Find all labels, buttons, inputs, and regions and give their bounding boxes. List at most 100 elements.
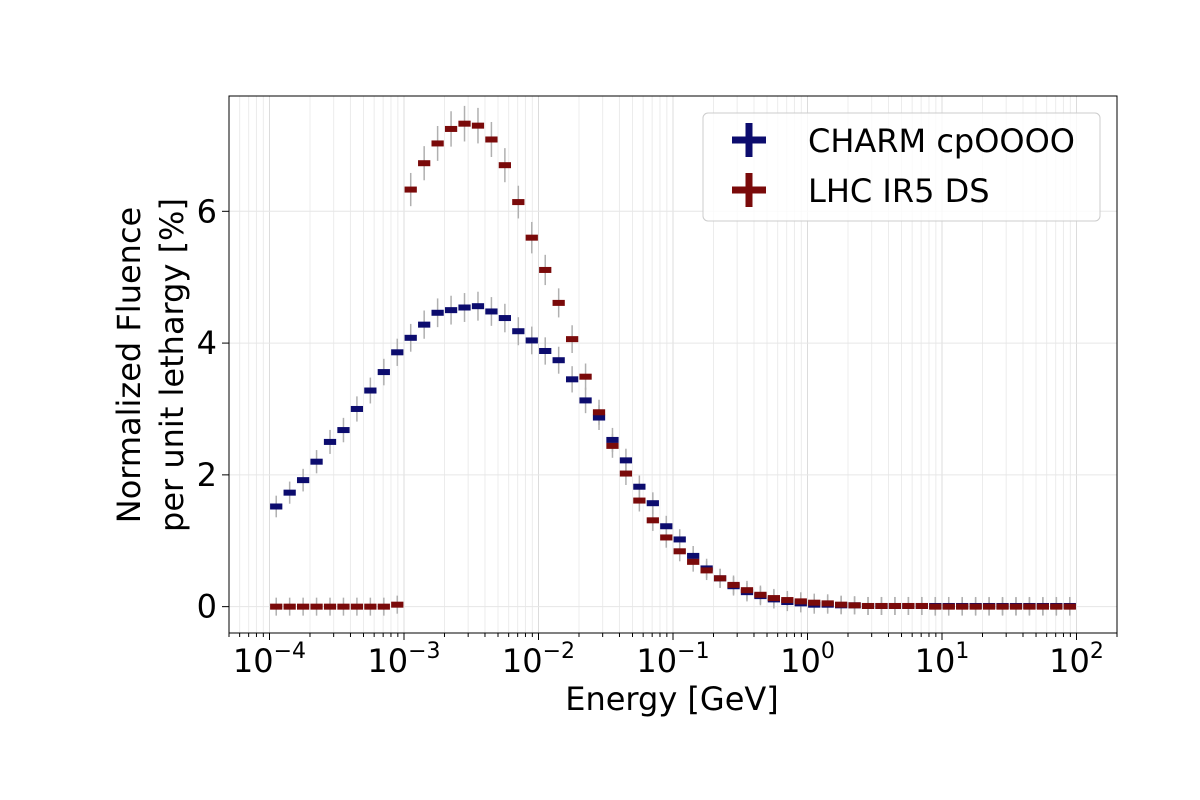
data-point bbox=[431, 140, 444, 147]
data-point bbox=[700, 567, 713, 574]
data-point bbox=[418, 160, 431, 167]
data-point bbox=[848, 602, 861, 609]
data-point bbox=[565, 336, 579, 343]
data-point bbox=[767, 595, 781, 602]
grid bbox=[228, 96, 1118, 633]
y-tick-label: 4 bbox=[197, 324, 217, 362]
x-tick-label: 10−2 bbox=[502, 639, 575, 680]
legend-box bbox=[702, 112, 1101, 222]
data-point bbox=[740, 587, 754, 594]
data-point bbox=[982, 603, 996, 610]
data-point bbox=[754, 591, 767, 598]
data-point bbox=[579, 397, 592, 404]
data-point bbox=[512, 199, 525, 206]
data-point bbox=[377, 603, 390, 610]
x-axis-label: Energy [GeV] bbox=[565, 680, 779, 718]
data-point bbox=[835, 601, 848, 608]
legend-label-charm: CHARM cpOOOO bbox=[808, 122, 1075, 160]
data-point bbox=[619, 457, 633, 464]
x-tick-label: 100 bbox=[780, 639, 835, 680]
data-point bbox=[606, 442, 619, 449]
data-point bbox=[337, 427, 350, 434]
data-point bbox=[364, 387, 377, 394]
data-point bbox=[498, 315, 511, 322]
data-point bbox=[539, 266, 552, 273]
data-point bbox=[471, 122, 485, 129]
data-point bbox=[525, 234, 538, 241]
data-point bbox=[539, 347, 552, 354]
y-tick-label: 2 bbox=[197, 456, 217, 494]
x-tick-label: 10−3 bbox=[367, 639, 440, 680]
data-point bbox=[713, 575, 727, 582]
data-point bbox=[525, 337, 538, 344]
data-point bbox=[660, 523, 673, 530]
legend: CHARM cpOOOO LHC IR5 DS bbox=[702, 112, 1101, 222]
data-point bbox=[606, 436, 619, 443]
x-tick-label: 10−4 bbox=[233, 639, 306, 680]
data-point bbox=[296, 477, 310, 484]
data-point bbox=[552, 357, 565, 364]
data-point bbox=[592, 409, 606, 416]
data-point bbox=[1036, 603, 1050, 610]
y-axis-label-line-1: Normalized Fluence bbox=[110, 207, 148, 523]
data-point bbox=[942, 603, 955, 610]
data-point bbox=[660, 534, 673, 541]
data-point bbox=[485, 308, 498, 315]
data-point bbox=[270, 603, 283, 610]
legend-marker-bar-v bbox=[745, 123, 753, 157]
data-point bbox=[431, 309, 444, 316]
data-point bbox=[1050, 603, 1063, 610]
data-point bbox=[565, 376, 579, 383]
data-point bbox=[283, 603, 296, 610]
data-point bbox=[337, 603, 350, 610]
data-point bbox=[283, 489, 296, 496]
data-point bbox=[391, 601, 404, 608]
data-point bbox=[781, 597, 794, 604]
x-tick-label: 10−1 bbox=[636, 639, 709, 680]
y-tick-label: 6 bbox=[197, 192, 217, 230]
data-point bbox=[458, 120, 471, 127]
data-point bbox=[794, 598, 807, 605]
data-point bbox=[552, 299, 565, 306]
data-point bbox=[579, 373, 592, 380]
data-point bbox=[418, 321, 431, 328]
data-point bbox=[1009, 603, 1023, 610]
data-point bbox=[633, 483, 646, 490]
data-point bbox=[512, 328, 525, 335]
x-tick-label: 102 bbox=[1049, 639, 1104, 680]
data-point bbox=[875, 602, 888, 609]
data-point bbox=[323, 438, 337, 445]
data-point bbox=[350, 405, 364, 412]
data-point bbox=[1023, 603, 1036, 610]
x-tick-label: 101 bbox=[915, 639, 970, 680]
data-point bbox=[996, 603, 1009, 610]
data-point bbox=[404, 186, 417, 193]
data-point bbox=[915, 602, 928, 609]
data-point bbox=[673, 548, 686, 555]
data-point bbox=[687, 552, 700, 559]
x-axis-ticks: 10−4 10−3 10−2 10−1 100 101 102 bbox=[228, 633, 1118, 680]
data-point bbox=[350, 603, 364, 610]
data-point bbox=[364, 603, 377, 610]
legend-marker-charm bbox=[732, 123, 766, 157]
data-point bbox=[727, 581, 740, 588]
data-point bbox=[888, 602, 902, 609]
data-point bbox=[592, 414, 606, 421]
legend-marker-lhc bbox=[732, 173, 766, 207]
y-axis-label-line-2: per unit lethargy [%] bbox=[153, 198, 191, 532]
data-point bbox=[458, 304, 471, 311]
y-axis-ticks: 0 2 4 6 bbox=[197, 192, 229, 626]
data-point bbox=[619, 470, 633, 477]
legend-label-lhc: LHC IR5 DS bbox=[808, 172, 990, 210]
data-point bbox=[902, 602, 915, 609]
data-point bbox=[444, 125, 458, 132]
data-point bbox=[929, 603, 942, 610]
data-point bbox=[673, 536, 686, 543]
data-point bbox=[471, 303, 485, 310]
data-point bbox=[687, 558, 700, 565]
data-point bbox=[323, 603, 337, 610]
data-point bbox=[969, 603, 982, 610]
data-point bbox=[391, 349, 404, 356]
y-tick-label: 0 bbox=[197, 588, 217, 626]
